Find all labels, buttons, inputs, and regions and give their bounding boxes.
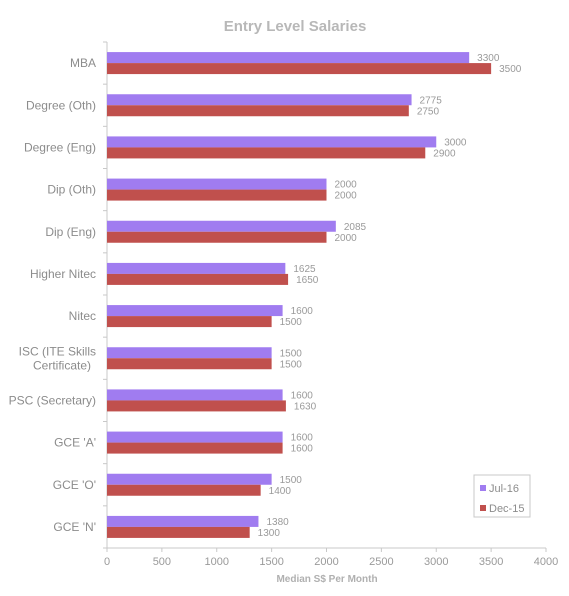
chart-title: Entry Level Salaries <box>224 18 367 35</box>
x-tick-label: 1500 <box>259 556 283 568</box>
bar-dec-15 <box>107 400 286 412</box>
legend-swatch <box>480 505 486 511</box>
data-label: 1400 <box>269 486 292 497</box>
category-label: GCE 'A' <box>54 436 96 450</box>
x-tick-label: 2000 <box>314 556 338 568</box>
bar-jul-16 <box>107 431 283 443</box>
bar-dec-15 <box>107 147 426 159</box>
x-tick-label: 500 <box>153 556 171 568</box>
data-label: 1600 <box>291 444 314 455</box>
bar-dec-15 <box>107 526 250 538</box>
x-tick-label: 4000 <box>534 556 558 568</box>
category-label: Degree (Oth) <box>26 98 96 112</box>
data-label: 1625 <box>293 264 316 275</box>
legend: Jul-16 Dec-15 <box>473 474 531 518</box>
data-label: 1600 <box>291 306 314 317</box>
bar-dec-15 <box>107 63 492 75</box>
data-label: 3000 <box>444 137 467 148</box>
bar-jul-16 <box>107 305 283 317</box>
data-label: 1630 <box>294 401 317 412</box>
bar-dec-15 <box>107 231 327 243</box>
x-tick-label: 1000 <box>205 556 229 568</box>
bar-dec-15 <box>107 105 409 117</box>
data-label: 1500 <box>280 348 303 359</box>
data-label: 1600 <box>291 390 314 401</box>
data-label: 1300 <box>258 528 281 539</box>
bar-dec-15 <box>107 484 261 496</box>
data-label: 1600 <box>291 433 314 444</box>
bar-jul-16 <box>107 473 272 485</box>
data-label: 2000 <box>335 191 358 202</box>
bar-dec-15 <box>107 273 289 285</box>
bar-dec-15 <box>107 316 272 328</box>
category-label: PSC (Secretary) <box>9 393 96 407</box>
bar-dec-15 <box>107 358 272 370</box>
bar-jul-16 <box>107 515 259 527</box>
x-tick-label: 2500 <box>369 556 393 568</box>
category-label: MBA <box>70 56 96 70</box>
data-label: 1500 <box>280 359 303 370</box>
data-label: 1500 <box>280 317 303 328</box>
x-axis-label: Median S$ Per Month <box>276 574 377 585</box>
category-label: GCE 'N' <box>53 520 96 534</box>
category-label: Dip (Oth) <box>47 183 96 197</box>
bar-jul-16 <box>107 136 437 148</box>
x-tick-label: 3500 <box>479 556 503 568</box>
data-label: 1500 <box>280 475 303 486</box>
category-label: Dip (Eng) <box>45 225 96 239</box>
data-label: 2085 <box>344 222 367 233</box>
legend-label: Jul-16 <box>489 483 519 495</box>
legend-swatch <box>480 485 486 491</box>
data-label: 2750 <box>417 106 440 117</box>
category-label: Higher Nitec <box>30 267 96 281</box>
legend-label: Dec-15 <box>489 503 524 515</box>
data-label: 2900 <box>433 148 456 159</box>
data-label: 2000 <box>335 180 358 191</box>
data-label: 2775 <box>420 95 443 106</box>
category-label: GCE 'O' <box>53 478 96 492</box>
bar-jul-16 <box>107 178 327 190</box>
bar-dec-15 <box>107 442 283 454</box>
bar-jul-16 <box>107 94 412 106</box>
data-label: 2000 <box>335 233 358 244</box>
bar-jul-16 <box>107 347 272 359</box>
bar-jul-16 <box>107 52 470 64</box>
data-label: 1650 <box>296 275 319 286</box>
x-tick-label: 3000 <box>424 556 448 568</box>
bar-dec-15 <box>107 189 327 201</box>
category-label: ISC (ITE Skills Certificate) <box>19 344 96 372</box>
bar-jul-16 <box>107 389 283 401</box>
x-tick-label: 0 <box>104 556 110 568</box>
data-label: 3300 <box>477 53 500 64</box>
bar-jul-16 <box>107 220 336 232</box>
bar-jul-16 <box>107 262 286 274</box>
category-label: Degree (Eng) <box>24 140 96 154</box>
data-label: 1380 <box>266 517 289 528</box>
category-label: Nitec <box>69 309 96 323</box>
data-label: 3500 <box>499 64 522 75</box>
